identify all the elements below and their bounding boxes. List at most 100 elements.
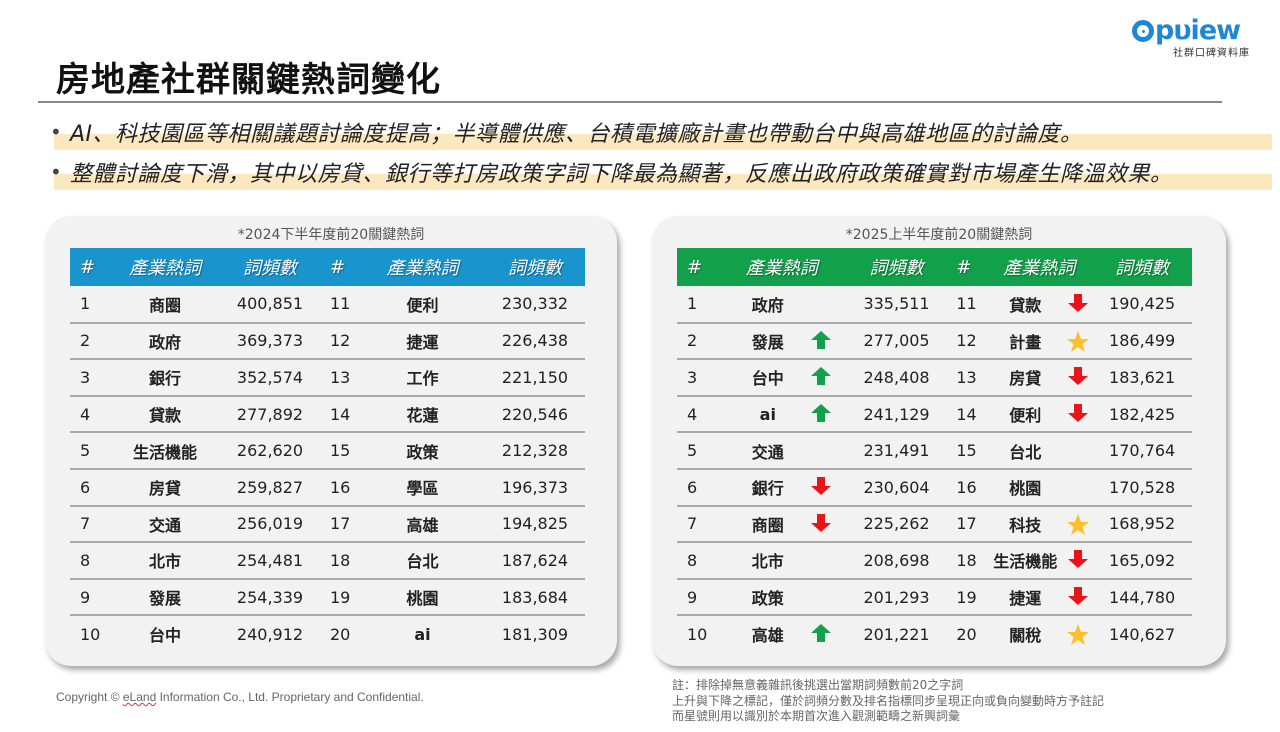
term-cell: 生活機能 [110, 432, 220, 470]
trend-down-arrow-icon [807, 476, 835, 498]
no-marker [807, 293, 835, 315]
no-marker [807, 549, 835, 571]
trend-down-arrow-icon [1064, 403, 1092, 425]
frequency-cell: 254,339 [220, 578, 320, 617]
trend-up-arrow-icon [807, 366, 835, 388]
rank-cell: 5 [677, 432, 717, 470]
frequency-cell: 248,408 [846, 359, 947, 397]
term-cell: 科技 [986, 505, 1093, 544]
term-text: 政策 [751, 589, 784, 609]
rank-cell: 16 [946, 468, 987, 507]
term-cell: 台北 [360, 542, 485, 580]
table-row: 1 商圈 400,851 11 便利 230,332 [70, 286, 585, 324]
copyright-suffix: Information Co., Ltd. Proprietary and Co… [156, 690, 424, 704]
frequency-cell: 277,005 [846, 322, 947, 361]
term-cell: 學區 [360, 468, 485, 507]
rank-cell: 9 [70, 578, 110, 617]
term-cell: 關稅 [986, 615, 1092, 652]
term-cell: 花蓮 [360, 395, 485, 434]
table-row: 8 北市 254,481 18 台北 187,624 [70, 542, 585, 580]
frequency-cell: 170,764 [1092, 432, 1192, 470]
rank-cell: 3 [677, 359, 717, 397]
term-text: 高雄 [751, 626, 784, 646]
footnote: 註：排除掉無意義雜訊後挑選出當期詞頻數前20之字詞 [672, 678, 964, 692]
table-row: 8 北市 208,698 18 生活機能 165,092 [677, 542, 1192, 580]
term-cell: 貸款 [110, 395, 220, 434]
rank-cell: 6 [677, 468, 717, 507]
copyright-notice: Copyright © eLand Information Co., Ltd. … [56, 690, 424, 704]
col-header-rank: # [320, 248, 360, 286]
term-text: 發展 [751, 332, 784, 352]
rank-cell: 16 [320, 468, 360, 507]
frequency-cell: 196,373 [485, 468, 585, 507]
term-cell: 計畫 [986, 322, 1093, 361]
rank-cell: 20 [956, 624, 977, 644]
frequency-cell: 256,019 [220, 505, 320, 544]
rank-cell: 12 [320, 322, 360, 361]
term-text: 科技 [1009, 515, 1042, 535]
table-caption: *2024下半年度前20關鍵熱詞 [237, 227, 425, 243]
frequency-cell: 230,332 [485, 286, 585, 324]
frequency-cell: 187,624 [485, 542, 585, 580]
term-cell: 捷運 [360, 322, 485, 361]
frequency-cell: 212,328 [485, 432, 585, 470]
frequency-cell: 170,528 [1092, 468, 1192, 507]
trend-down-arrow-icon [1064, 366, 1092, 388]
frequency-cell: 190,425 [1092, 286, 1192, 324]
table-row: 1 政府 335,511 11 貸款 190,425 [677, 286, 1192, 324]
rank-cell: 10 [687, 624, 708, 644]
rank-cell: 18 [946, 542, 987, 580]
rank-cell: 6 [70, 468, 110, 507]
term-cell: 政策 [360, 432, 485, 470]
rank-cell: 14 [320, 395, 360, 434]
term-cell: 桃園 [360, 578, 485, 617]
highlight-bar [54, 134, 1272, 150]
rank-cell: 3 [70, 359, 110, 397]
term-text: 便利 [1009, 406, 1042, 426]
term-text: 北市 [751, 552, 784, 572]
table-row: 7 商圈 225,262 17 科技 168,952 [677, 505, 1192, 544]
table-row: 9 發展 254,339 19 桃園 183,684 [70, 578, 585, 617]
term-cell: 交通 [110, 505, 220, 544]
table-card-2025h1: *2025上半年度前20關鍵熱詞 # 產業熱詞 詞頻數 # 產業熱詞 詞頻數 1… [652, 216, 1226, 666]
trend-down-arrow-icon [1064, 293, 1092, 315]
rank-cell: 11 [320, 286, 360, 324]
col-header-term: 產業熱詞 [360, 248, 485, 286]
rank-cell: 11 [946, 286, 987, 324]
table-row: 2 政府 369,373 12 捷運 226,438 [70, 322, 585, 361]
frequency-cell: 194,825 [485, 505, 585, 544]
term-text: 捷運 [1009, 589, 1042, 609]
rank-cell: 13 [946, 359, 987, 397]
term-text: 房貸 [1009, 369, 1042, 389]
term-cell: 工作 [360, 359, 485, 397]
term-cell: 高雄 [360, 505, 485, 544]
frequency-cell: 231,491 [846, 432, 947, 470]
term-cell: 生活機能 [986, 542, 1093, 580]
col-header-frequency: 詞頻數 [846, 248, 947, 286]
bullet-dot-icon: • [50, 120, 62, 144]
copyright-prefix: Copyright © [56, 690, 123, 704]
frequency-cell: 262,620 [220, 432, 320, 470]
frequency-cell: 208,698 [846, 542, 947, 580]
frequency-cell: 140,627 [1109, 624, 1176, 644]
frequency-cell: 369,373 [220, 322, 320, 361]
logo-wordmark: pυiew [1132, 16, 1262, 46]
term-cell: 貸款 [986, 286, 1093, 324]
term-cell: 政策 [716, 578, 847, 617]
col-header-frequency: 詞頻數 [485, 248, 585, 286]
rank-cell: 20 [330, 624, 351, 644]
term-cell: 商圈 [716, 505, 847, 544]
term-cell: 發展 [110, 578, 220, 617]
new-entry-star-icon [1064, 513, 1092, 535]
table-row: 4 貸款 277,892 14 花蓮 220,546 [70, 395, 585, 434]
table-row: 6 房貸 259,827 16 學區 196,373 [70, 468, 585, 507]
frequency-cell: 400,851 [220, 286, 320, 324]
term-cell: 便利 [360, 286, 485, 324]
col-header-term: 產業熱詞 [716, 248, 847, 286]
table-row: 7 交通 256,019 17 高雄 194,825 [70, 505, 585, 544]
frequency-cell: 144,780 [1092, 578, 1192, 617]
highlight-bar [54, 174, 1272, 190]
term-cell: 銀行 [716, 468, 847, 507]
table-row: 5 生活機能 262,620 15 政策 212,328 [70, 432, 585, 470]
table-row: 3 台中 248,408 13 房貸 183,621 [677, 359, 1192, 397]
